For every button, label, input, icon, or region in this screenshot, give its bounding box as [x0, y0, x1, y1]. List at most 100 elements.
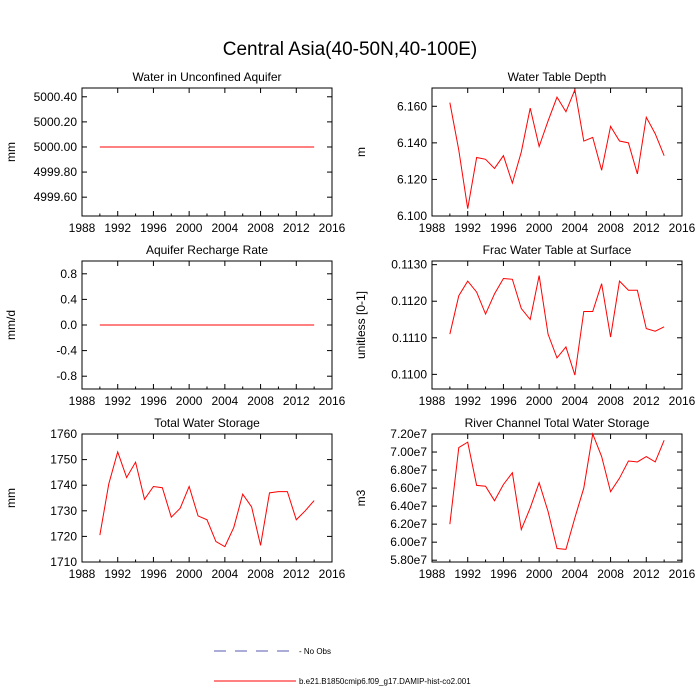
y-tick-label: 0.8 [60, 267, 77, 281]
y-axis-label: mm [4, 142, 18, 162]
x-tick-label: 1996 [140, 567, 167, 581]
x-tick-label: 1988 [69, 394, 96, 408]
y-tick-label: 1750 [50, 453, 77, 467]
y-tick-label: 7.00e7 [390, 445, 427, 459]
x-tick-label: 2004 [212, 221, 239, 235]
y-tick-label: 6.60e7 [390, 481, 427, 495]
x-tick-label: 2012 [283, 394, 310, 408]
x-tick-label: 1992 [104, 394, 131, 408]
y-tick-label: 6.160 [397, 99, 427, 113]
y-tick-label: 6.120 [397, 172, 427, 186]
y-tick-label: 1710 [50, 555, 77, 569]
panel-river-channel-total-water-storage: River Channel Total Water Storage m3 1988 1… [354, 416, 696, 581]
x-tick-label: 2016 [319, 567, 346, 581]
x-tick-label: 1988 [69, 567, 96, 581]
panel-total-water-storage: Total Water Storage mm 1988 1992 1996 2000 200… [4, 416, 346, 581]
x-tick-label: 2008 [597, 394, 624, 408]
y-tick-label: 6.140 [397, 136, 427, 150]
x-tick-label: 2016 [319, 221, 346, 235]
x-tick-label: 1988 [419, 394, 446, 408]
panel-water-table-depth: Water Table Depth m 1988 1992 1996 2000 2004 20… [354, 70, 696, 235]
x-tick-label: 2012 [283, 221, 310, 235]
y-tick-label: 5000.00 [34, 140, 78, 154]
x-tick-label: 2012 [633, 567, 660, 581]
y-axis-label: m3 [354, 489, 368, 506]
panel-water-in-unconfined-aquifer: Water in Unconfined Aquifer mm 1988 1992 199… [4, 70, 346, 235]
legend-model-label: b.e21.B1850cmip6.f09_g17.DAMIP-hist-co2.… [299, 677, 471, 686]
figure-title: Central Asia(40-50N,40-100E) [223, 39, 478, 60]
y-tick-label: 1740 [50, 478, 77, 492]
y-tick-label: -0.8 [56, 369, 77, 383]
y-tick-label: 5000.40 [34, 90, 78, 104]
x-tick-label: 2008 [597, 221, 624, 235]
x-tick-label: 2000 [526, 394, 553, 408]
panel-frac-water-table-at-surface: Frac Water Table at Surface unitless [0-1… [354, 243, 696, 408]
x-tick-label: 2016 [669, 394, 696, 408]
x-tick-label: 1996 [490, 394, 517, 408]
panel-title: Total Water Storage [154, 416, 260, 430]
x-tick-label: 1988 [419, 567, 446, 581]
x-tick-label: 1992 [454, 221, 481, 235]
legend: - No Obs b.e21.B1850cmip6.f09_g17.DAMIP-… [214, 647, 471, 686]
series-line [449, 88, 665, 209]
legend-obs-label: - No Obs [299, 647, 331, 656]
x-tick-label: 1992 [104, 567, 131, 581]
y-tick-label: 1720 [50, 529, 77, 543]
x-tick-label: 2016 [669, 221, 696, 235]
x-tick-label: 2000 [176, 394, 203, 408]
y-tick-label: 6.00e7 [390, 535, 427, 549]
y-axis-label: unitless [0-1] [354, 291, 368, 359]
x-tick-label: 2004 [562, 221, 589, 235]
y-tick-label: 0.0 [60, 318, 77, 332]
y-tick-label: 6.20e7 [390, 517, 427, 531]
x-tick-label: 2004 [562, 394, 589, 408]
plot-frame [81, 87, 333, 217]
series-line [99, 450, 315, 548]
x-tick-label: 1992 [454, 567, 481, 581]
x-tick-label: 2004 [212, 394, 239, 408]
y-tick-label: 5.80e7 [390, 553, 427, 567]
x-tick-label: 2000 [176, 221, 203, 235]
x-tick-label: 1988 [69, 221, 96, 235]
panel-title: Water in Unconfined Aquifer [133, 70, 282, 84]
y-tick-label: 0.1100 [391, 367, 427, 381]
x-tick-label: 1996 [140, 221, 167, 235]
x-tick-label: 1996 [140, 394, 167, 408]
y-tick-label: 0.1120 [391, 294, 427, 308]
panel-title: Aquifer Recharge Rate [146, 243, 268, 257]
x-tick-label: 2004 [212, 567, 239, 581]
y-axis-label: mm/d [4, 310, 18, 340]
y-tick-label: 4999.80 [34, 165, 78, 179]
x-tick-label: 1996 [490, 567, 517, 581]
x-tick-label: 1996 [490, 221, 517, 235]
plot-frame [431, 260, 683, 390]
series-line [449, 275, 665, 376]
x-tick-label: 1992 [104, 221, 131, 235]
x-tick-label: 2012 [633, 394, 660, 408]
y-tick-label: 6.100 [397, 209, 427, 223]
x-tick-label: 2016 [669, 567, 696, 581]
y-tick-label: 6.40e7 [390, 499, 427, 513]
y-tick-label: 0.4 [60, 292, 77, 306]
x-tick-label: 2000 [526, 567, 553, 581]
x-tick-label: 2004 [562, 567, 589, 581]
x-tick-label: 2008 [247, 394, 274, 408]
x-tick-label: 1992 [454, 394, 481, 408]
y-tick-label: 0.1110 [392, 331, 427, 345]
y-tick-label: 5000.20 [34, 115, 78, 129]
panel-title: River Channel Total Water Storage [465, 416, 650, 430]
x-tick-label: 2000 [526, 221, 553, 235]
x-tick-label: 1988 [419, 221, 446, 235]
panel-aquifer-recharge-rate: Aquifer Recharge Rate mm/d 1988 1992 1996 200… [4, 243, 346, 408]
x-tick-label: 2008 [597, 567, 624, 581]
y-tick-label: -0.4 [56, 344, 77, 358]
x-tick-label: 2012 [633, 221, 660, 235]
panel-title: Frac Water Table at Surface [483, 243, 632, 257]
y-tick-label: 1760 [50, 427, 77, 441]
x-tick-label: 2008 [247, 221, 274, 235]
y-axis-label: m [354, 147, 368, 157]
y-tick-label: 0.1130 [391, 258, 427, 272]
x-tick-label: 2012 [283, 567, 310, 581]
y-tick-label: 6.80e7 [390, 463, 427, 477]
